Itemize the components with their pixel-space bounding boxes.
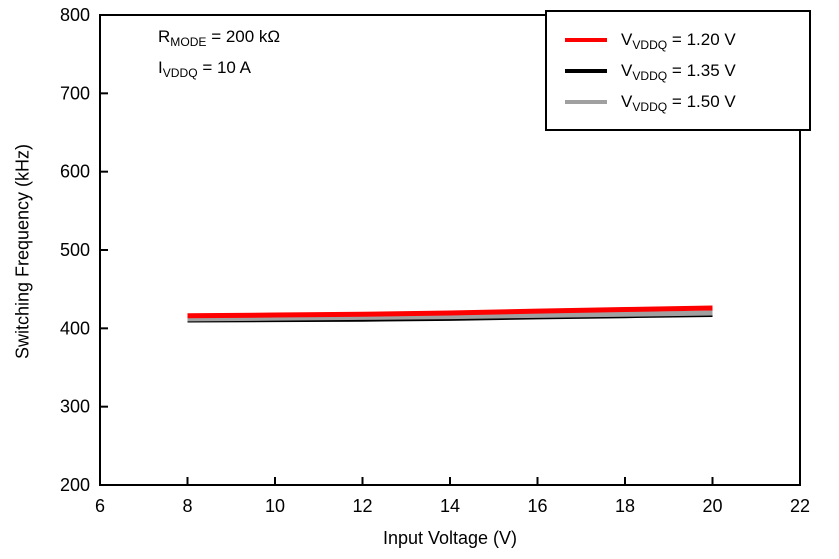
series-line-1.20 [187, 305, 713, 319]
legend: VVDDQ = 1.20 V VVDDQ = 1.35 V VVDDQ = 1.50… [545, 10, 811, 131]
legend-label: VVDDQ = 1.35 V [621, 60, 736, 83]
x-tick-label: 10 [265, 496, 285, 516]
x-axis-title: Input Voltage (V) [382, 528, 518, 548]
subscript: VDDQ [632, 68, 668, 83]
y-axis-title: Switching Frequency (kHz) [12, 143, 33, 360]
legend-label: VVDDQ = 1.50 V [621, 91, 736, 114]
y-tick-label: 300 [60, 397, 90, 417]
series-line-1.50 [187, 310, 713, 322]
x-tick-label: 6 [95, 496, 105, 516]
legend-row: VVDDQ = 1.35 V [565, 55, 795, 86]
x-tick-label: 12 [352, 496, 372, 516]
x-tick-label: 8 [182, 496, 192, 516]
subscript: VDDQ [162, 66, 198, 81]
y-tick-label: 700 [60, 83, 90, 103]
y-tick-label: 400 [60, 318, 90, 338]
legend-row: VVDDQ = 1.20 V [565, 24, 795, 55]
legend-swatch [565, 37, 607, 42]
annotation-line: RMODE = 200 kΩ [158, 27, 281, 50]
legend-label: VVDDQ = 1.20 V [621, 29, 736, 52]
y-tick-label: 600 [60, 162, 90, 182]
subscript: VDDQ [632, 37, 668, 52]
legend-swatch [565, 99, 607, 104]
y-tick-label: 800 [60, 5, 90, 25]
x-tick-label: 18 [615, 496, 635, 516]
annotation-conditions: RMODE = 200 kΩ IVDDQ = 10 A [158, 22, 280, 84]
subscript: VDDQ [632, 99, 668, 114]
annotation-line: IVDDQ = 10 A [158, 58, 252, 81]
x-tick-label: 14 [440, 496, 460, 516]
legend-row: VVDDQ = 1.50 V [565, 86, 795, 117]
y-tick-label: 200 [60, 475, 90, 495]
x-tick-label: 16 [527, 496, 547, 516]
x-tick-label: 22 [790, 496, 810, 516]
y-tick-label: 500 [60, 240, 90, 260]
x-tick-label: 20 [702, 496, 722, 516]
subscript: MODE [170, 35, 207, 50]
legend-swatch [565, 68, 607, 73]
